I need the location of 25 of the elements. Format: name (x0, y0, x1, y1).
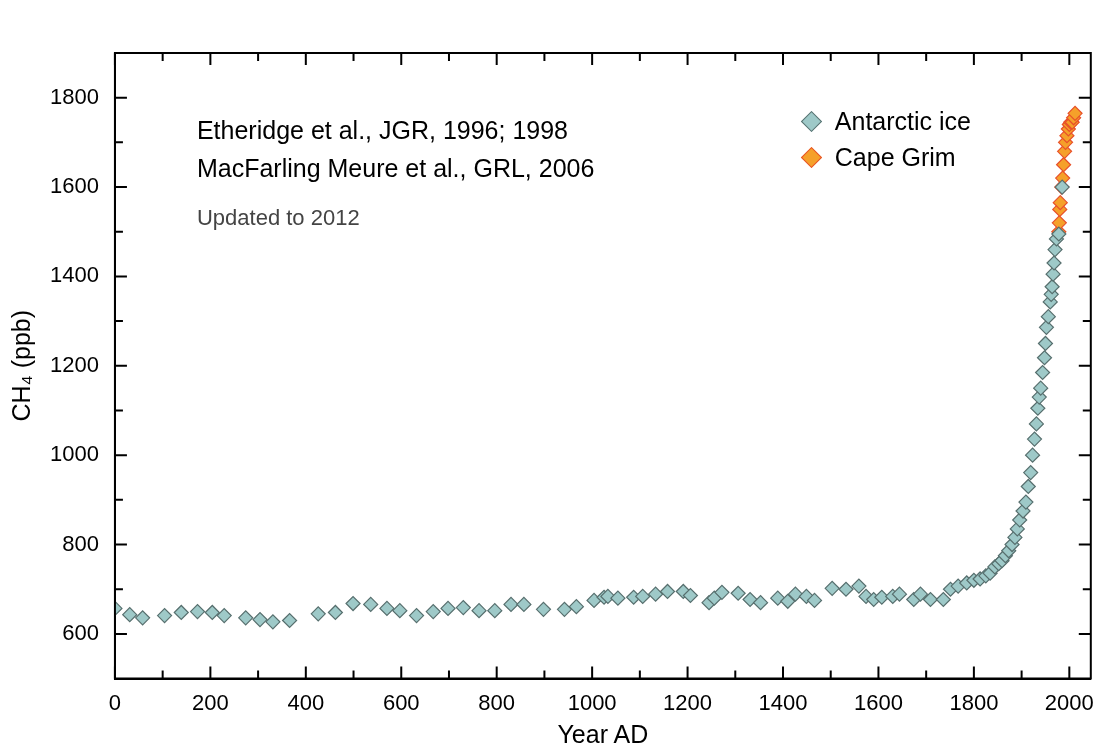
legend-label: Antarctic ice (834, 106, 971, 137)
x-tick-label: 400 (287, 689, 325, 715)
annotation: Etheridge et al., JGR, 1996; 1998 (196, 116, 569, 144)
y-tick-label: 1000 (49, 441, 99, 467)
y-tick-label: 600 (62, 619, 99, 645)
y-tick-label: 1600 (49, 173, 99, 199)
y-tick-label: 1800 (49, 83, 99, 109)
x-tick-label: 1600 (853, 689, 903, 715)
x-tick-label: 1400 (758, 689, 808, 715)
y-tick-label: 800 (62, 530, 99, 556)
x-axis-title: Year AD (557, 719, 649, 748)
x-tick-label: 1200 (663, 689, 713, 715)
annotation: Updated to 2012 (196, 205, 360, 230)
x-tick-label: 1800 (949, 689, 999, 715)
y-axis-title: CH₄ (ppb) (6, 309, 35, 422)
x-tick-label: 1000 (567, 689, 617, 715)
y-tick-label: 1400 (49, 262, 99, 288)
annotation: MacFarling Meure et al., GRL, 2006 (196, 154, 595, 182)
x-tick-label: 0 (108, 689, 122, 715)
x-tick-label: 2000 (1044, 689, 1094, 715)
x-tick-label: 800 (478, 689, 516, 715)
x-tick-label: 200 (192, 689, 229, 715)
y-tick-label: 1200 (49, 351, 99, 377)
legend-label: Cape Grim (834, 142, 956, 173)
x-tick-label: 600 (382, 689, 420, 715)
